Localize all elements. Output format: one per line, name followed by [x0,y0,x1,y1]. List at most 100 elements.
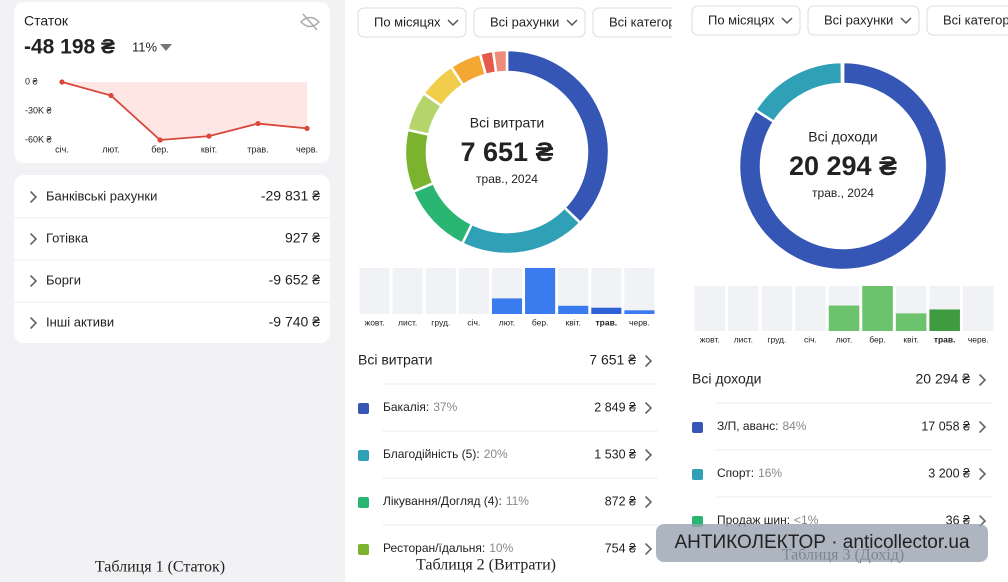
month-column[interactable]: трав. [929,286,960,344]
category-share: 84% [782,419,806,433]
y-tick-label: 0 ₴ [25,76,38,86]
donut-segment [491,48,509,75]
account-amount: -29 831 ₴ [261,188,320,204]
month-label: черв. [629,317,650,327]
month-label: квіт. [903,334,918,344]
column-background [458,268,489,314]
column-background [591,268,622,314]
category-swatch [358,450,369,461]
category-row[interactable]: Продаж шин: <1% 36 ₴ [692,513,987,527]
button-label: Всі рахунки [824,12,893,27]
account-row[interactable]: Банківські рахунки -29 831 ₴ [30,188,320,204]
category-text: Бакалія: 37% [383,400,458,414]
month-column[interactable]: лист. [728,286,759,344]
month-column[interactable]: квіт. [558,268,589,327]
category-share: 20% [484,447,508,461]
donut-segment [753,60,844,124]
month-label: січ. [804,334,817,344]
filter-button[interactable]: По місяцях [357,7,467,38]
dropdown-chevron [900,17,912,25]
balance-point [108,92,114,99]
category-text: Продаж шин: <1% [717,513,819,527]
account-row[interactable]: Борги -9 652 ₴ [30,272,320,288]
category-swatch [358,497,369,508]
chevron [645,355,653,367]
month-column[interactable]: черв. [962,286,994,344]
filter-button[interactable]: Всі рахунки [473,7,586,38]
chevron [645,496,653,508]
chevron [979,468,987,480]
month-column[interactable]: груд. [761,286,793,344]
account-row[interactable]: Готівка 927 ₴ [30,230,320,246]
filter-button[interactable]: Всі категор [926,5,1008,36]
category-row[interactable]: З/П, аванс: 84% 17 058 ₴ [692,419,987,433]
column-background [728,286,759,331]
account-name: Готівка [46,230,89,245]
column-background [694,286,726,331]
filter-button[interactable]: По місяцях [691,5,801,36]
summary-row[interactable]: Всі витрати 7 651 ₴ [358,352,653,368]
category-name: Бакалія: [383,400,429,414]
category-name: Продаж шин: [717,513,790,527]
month-column[interactable]: лист. [392,268,423,327]
button-frame [691,5,801,36]
chevron [979,421,987,433]
expand-chevron [30,275,38,287]
month-column[interactable]: груд. [425,268,456,327]
x-tick-label: черв. [296,144,318,154]
month-column[interactable]: бер. [862,286,893,344]
month-bar [929,309,960,331]
donut-total: 20 294 ₴ [789,151,897,181]
expand-chevron [30,317,38,329]
category-amount: 3 200 ₴ [928,466,970,480]
month-label: трав. [934,334,956,344]
month-label: черв. [968,334,989,344]
button-frame [592,7,672,38]
month-column[interactable]: бер. [525,268,556,327]
category-row[interactable]: Спорт: 16% 3 200 ₴ [692,466,987,480]
month-column[interactable]: січ. [458,268,489,327]
donut-segment [411,181,474,246]
expand-chevron [30,233,38,245]
category-amount: 36 ₴ [946,513,970,527]
button-label: По місяцях [708,12,775,27]
account-amount: -9 740 ₴ [269,314,321,330]
category-amount: 872 ₴ [605,494,636,508]
month-label: січ. [467,317,480,327]
category-row[interactable]: Лікування/Догляд (4): 11% 872 ₴ [358,494,653,508]
month-bar [591,307,622,314]
month-column[interactable]: жовт. [359,268,390,327]
watermark: АНТИКОЛЕКТОР · anticollector.ua [674,532,970,553]
category-row[interactable]: Бакалія: 37% 2 849 ₴ [358,400,653,414]
category-row[interactable]: Благодійність (5): 20% 1 530 ₴ [358,447,653,461]
x-tick-label: квіт. [201,144,217,154]
month-bar [558,305,589,314]
month-bar [525,268,556,314]
category-name: З/П, аванс: [717,419,778,433]
filter-button[interactable]: Всі категор [592,7,703,38]
category-row[interactable]: Ресторан/їдальня: 10% 754 ₴ [358,541,653,555]
month-column[interactable]: лют. [491,268,523,327]
filter-bar: По місяцях Всі рахунки Всі категор [691,5,1008,36]
filter-button[interactable]: Всі рахунки [807,5,920,36]
month-column[interactable]: січ. [795,286,826,344]
month-bar [828,305,860,331]
account-name: Банківські рахунки [46,188,157,203]
account-row[interactable]: Інші активи -9 740 ₴ [30,314,321,330]
summary-row[interactable]: Всі доходи 20 294 ₴ [692,371,987,387]
month-label: бер. [532,317,549,327]
month-label: груд. [431,317,450,327]
hide-icon[interactable] [299,13,321,31]
dropdown-chevron [447,19,459,27]
summary-amount: 20 294 ₴ [916,371,971,387]
month-bar [895,313,927,331]
month-column[interactable]: трав. [591,268,622,327]
accounts-card [14,175,330,343]
donut-title: Всі доходи [808,129,877,145]
month-column[interactable]: лют. [828,286,860,344]
month-column[interactable]: жовт. [694,286,726,344]
category-amount: 17 058 ₴ [921,419,970,433]
month-column[interactable]: квіт. [895,286,927,344]
month-column[interactable]: черв. [624,268,655,327]
summary-label: Всі доходи [692,371,761,387]
